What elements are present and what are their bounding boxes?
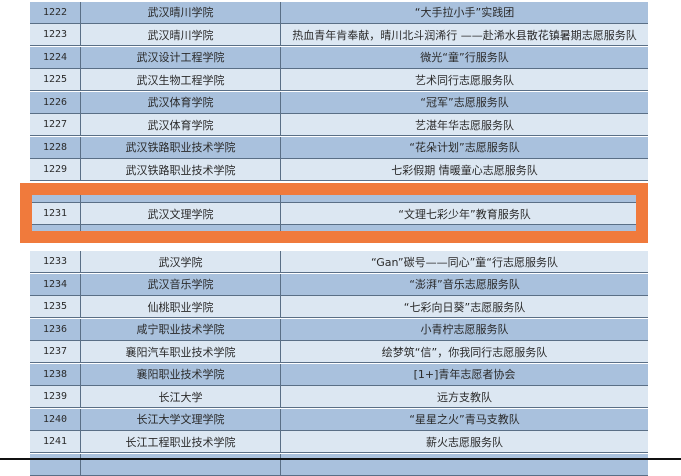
team-name: “Gan”碳号——同心”童“行志愿服务队 xyxy=(370,255,559,269)
table-row: 1241 长江工程职业技术学院 薪火志愿服务队 xyxy=(30,431,648,453)
school-name xyxy=(81,453,281,475)
school-name: 武汉学院 xyxy=(81,251,281,272)
team-name: 七彩假期 情暖童心志愿服务队 xyxy=(391,163,538,177)
table-row: 1227 武汉体育学院 艺湛年华志愿服务队 xyxy=(30,114,648,136)
table-row: 1222 武汉晴川学院 “大手拉小手”实践团 xyxy=(30,1,648,24)
divider xyxy=(0,458,681,460)
table-row: 1234 武汉音乐学院 “澎湃”音乐志愿服务队 xyxy=(30,273,648,296)
team-name: “文理七彩少年”教育服务队 xyxy=(398,207,531,221)
school-name: 武汉晴川学院 xyxy=(81,24,281,45)
school-name: 长江大学 xyxy=(81,386,281,407)
table-row xyxy=(30,225,648,233)
school-name: 仙桃职业学院 xyxy=(81,296,281,317)
table-row: 1233 武汉学院 “Gan”碳号——同心”童“行志愿服务队 xyxy=(30,251,648,273)
team-name: 薪火志愿服务队 xyxy=(426,435,503,449)
school-name: 襄阳职业技术学院 xyxy=(81,363,281,385)
school-name: 长江工程职业技术学院 xyxy=(81,431,281,452)
school-name: 武汉文理学院 xyxy=(81,203,281,224)
team-name: “澎湃”音乐志愿服务队 xyxy=(409,278,520,291)
table-row: 1228 武汉铁路职业技术学院 “花朵计划”志愿服务队 xyxy=(30,136,648,159)
table-row: 1236 咸宁职业技术学院 小青柠志愿服务队 xyxy=(30,318,648,341)
school-name: 武汉铁路职业技术学院 xyxy=(81,136,281,158)
team-name: “冠军”志愿服务队 xyxy=(420,96,509,109)
row-number: 1233 xyxy=(30,251,81,272)
team-name: 微光“童”行服务队 xyxy=(420,51,509,64)
row-number xyxy=(30,453,81,475)
table-row: 1238 襄阳职业技术学院 [1+]青年志愿者协会 xyxy=(30,363,648,386)
row-number: 1234 xyxy=(30,273,81,295)
team-name: “花朵计划”志愿服务队 xyxy=(409,141,520,154)
team-name xyxy=(281,454,648,475)
team-name: “大手拉小手”实践团 xyxy=(414,6,515,19)
team-name: 远方支教队 xyxy=(437,390,492,404)
team-name xyxy=(281,225,648,232)
row-number: 1222 xyxy=(30,1,81,23)
school-name: 武汉铁路职业技术学院 xyxy=(81,159,281,180)
team-name: “星星之火”青马支教队 xyxy=(409,413,520,426)
team-name: 艺湛年华志愿服务队 xyxy=(415,118,514,132)
row-number: 1226 xyxy=(30,91,81,113)
team-name: [1+]青年志愿者协会 xyxy=(413,368,516,381)
team-name: 艺术同行志愿服务队 xyxy=(415,73,514,87)
team-name: “七彩向日葵”志愿服务队 xyxy=(403,300,526,314)
table-row xyxy=(30,453,648,476)
school-name: 武汉设计工程学院 xyxy=(81,46,281,68)
row-number: 1238 xyxy=(30,363,81,385)
table-row: 1237 襄阳汽车职业技术学院 绘梦筑“信”，你我同行志愿服务队 xyxy=(30,341,648,363)
team-name: 小青柠志愿服务队 xyxy=(420,323,509,336)
table-row xyxy=(30,195,648,203)
row-number: 1231 xyxy=(30,203,81,224)
table-row: 1229 武汉铁路职业技术学院 七彩假期 情暖童心志愿服务队 xyxy=(30,159,648,181)
row-number: 1240 xyxy=(30,408,81,430)
school-name: 襄阳汽车职业技术学院 xyxy=(81,341,281,362)
row-number: 1241 xyxy=(30,431,81,452)
row-number: 1239 xyxy=(30,386,81,407)
team-name xyxy=(281,195,648,202)
team-name: 绘梦筑“信”，你我同行志愿服务队 xyxy=(381,345,548,359)
row-number xyxy=(30,195,81,202)
row-number: 1235 xyxy=(30,296,81,317)
table-row: 1240 长江大学文理学院 “星星之火”青马支教队 xyxy=(30,408,648,431)
row-number: 1228 xyxy=(30,136,81,158)
school-name: 武汉体育学院 xyxy=(81,114,281,135)
row-number: 1229 xyxy=(30,159,81,180)
row-number: 1227 xyxy=(30,114,81,135)
school-name xyxy=(81,195,281,202)
row-number: 1237 xyxy=(30,341,81,362)
row-number xyxy=(30,225,81,232)
table-row: 1225 武汉生物工程学院 艺术同行志愿服务队 xyxy=(30,69,648,91)
table-row: 1224 武汉设计工程学院 微光“童”行服务队 xyxy=(30,46,648,69)
school-name: 武汉体育学院 xyxy=(81,91,281,113)
row-number: 1223 xyxy=(30,24,81,45)
table-row: 1239 长江大学 远方支教队 xyxy=(30,386,648,408)
school-name: 武汉音乐学院 xyxy=(81,273,281,295)
table-row: 1226 武汉体育学院 “冠军”志愿服务队 xyxy=(30,91,648,114)
school-name xyxy=(81,225,281,232)
school-name: 武汉晴川学院 xyxy=(81,1,281,23)
school-name: 咸宁职业技术学院 xyxy=(81,318,281,340)
table-row: 1235 仙桃职业学院 “七彩向日葵”志愿服务队 xyxy=(30,296,648,318)
row-number: 1236 xyxy=(30,318,81,340)
table-row: 1223 武汉晴川学院 热血青年肯奉献，晴川北斗润浠行 ——赴浠水县散花镇暑期志愿服… xyxy=(30,24,648,46)
row-number: 1225 xyxy=(30,69,81,90)
school-name: 长江大学文理学院 xyxy=(81,408,281,430)
team-name: 热血青年肯奉献，晴川北斗润浠行 ——赴浠水县散花镇暑期志愿服务队 xyxy=(292,28,637,42)
school-name: 武汉生物工程学院 xyxy=(81,69,281,90)
row-number: 1224 xyxy=(30,46,81,68)
table-row: 1231 武汉文理学院 “文理七彩少年”教育服务队 xyxy=(30,203,648,225)
